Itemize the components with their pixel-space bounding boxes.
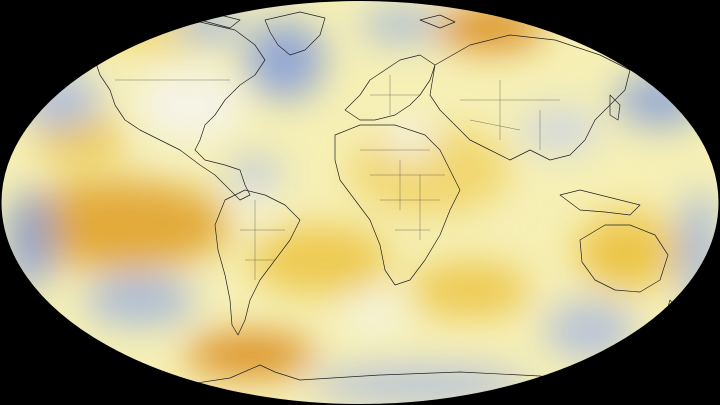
warm-region-indian-ocean <box>410 262 530 318</box>
africa-borders <box>360 149 445 240</box>
cool-region-east-indian-ocean <box>545 300 635 360</box>
warm-region-south-atlantic <box>250 225 390 295</box>
south-america-borders <box>240 200 285 280</box>
greenland-outline <box>264 11 326 56</box>
asia-borders <box>460 80 560 150</box>
warm-region-antarctic-peninsula <box>185 333 315 377</box>
cool-region-south-atlantic-center <box>350 297 400 333</box>
cool-region-greenland <box>245 20 325 100</box>
north-america-outline <box>94 21 266 201</box>
south-america-outline <box>214 189 301 336</box>
cool-region-north-america <box>135 70 245 140</box>
warm-region-australia <box>585 235 655 285</box>
europe-outline <box>344 54 436 121</box>
cool-region-central-america <box>230 157 280 193</box>
country-borders <box>115 75 560 280</box>
asia-outline <box>429 34 631 161</box>
europe-borders <box>370 75 420 115</box>
cool-region-mediterranean <box>385 120 435 160</box>
japan-outline <box>609 94 621 121</box>
indonesia-outline <box>559 189 641 216</box>
australia-outline <box>579 224 669 293</box>
cool-region-north-atlantic <box>360 7 440 43</box>
africa-outline <box>334 124 461 286</box>
warm-region-pacific <box>10 180 230 270</box>
cool-region-east-asia <box>520 108 600 152</box>
cool-region-southeast-pacific <box>85 275 195 325</box>
